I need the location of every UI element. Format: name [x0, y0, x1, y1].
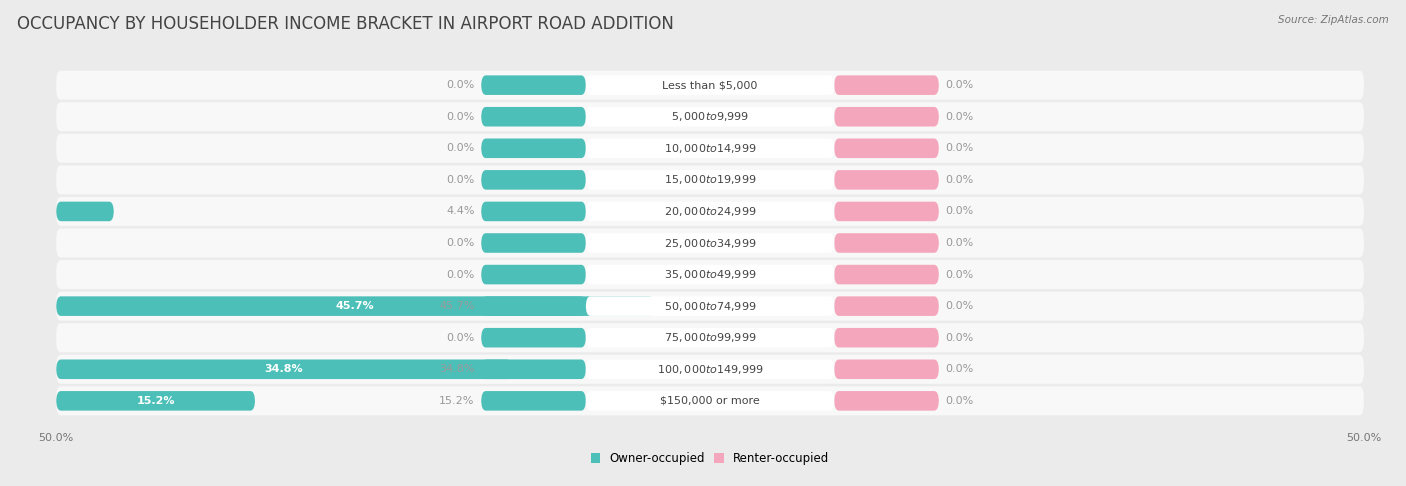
Text: $35,000 to $49,999: $35,000 to $49,999: [664, 268, 756, 281]
Text: 0.0%: 0.0%: [945, 175, 973, 185]
FancyBboxPatch shape: [56, 360, 512, 379]
Text: 34.8%: 34.8%: [264, 364, 304, 374]
Text: $15,000 to $19,999: $15,000 to $19,999: [664, 174, 756, 186]
Text: 0.0%: 0.0%: [945, 364, 973, 374]
FancyBboxPatch shape: [56, 260, 1364, 289]
Text: $50,000 to $74,999: $50,000 to $74,999: [664, 300, 756, 312]
FancyBboxPatch shape: [834, 107, 939, 126]
Text: Less than $5,000: Less than $5,000: [662, 80, 758, 90]
Text: 0.0%: 0.0%: [447, 80, 475, 90]
FancyBboxPatch shape: [586, 139, 834, 158]
FancyBboxPatch shape: [586, 75, 834, 95]
Text: 0.0%: 0.0%: [447, 333, 475, 343]
Text: 0.0%: 0.0%: [447, 270, 475, 279]
Text: 0.0%: 0.0%: [945, 112, 973, 122]
Text: $75,000 to $99,999: $75,000 to $99,999: [664, 331, 756, 344]
FancyBboxPatch shape: [834, 391, 939, 411]
Text: $20,000 to $24,999: $20,000 to $24,999: [664, 205, 756, 218]
Text: 0.0%: 0.0%: [945, 143, 973, 153]
Text: 0.0%: 0.0%: [945, 396, 973, 406]
Text: 0.0%: 0.0%: [945, 333, 973, 343]
FancyBboxPatch shape: [834, 170, 939, 190]
FancyBboxPatch shape: [586, 202, 834, 221]
Text: 0.0%: 0.0%: [447, 143, 475, 153]
FancyBboxPatch shape: [56, 296, 654, 316]
FancyBboxPatch shape: [834, 139, 939, 158]
FancyBboxPatch shape: [481, 202, 586, 221]
FancyBboxPatch shape: [481, 75, 586, 95]
Text: $150,000 or more: $150,000 or more: [661, 396, 759, 406]
Text: $100,000 to $149,999: $100,000 to $149,999: [657, 363, 763, 376]
Text: 0.0%: 0.0%: [945, 80, 973, 90]
Text: 0.0%: 0.0%: [945, 238, 973, 248]
FancyBboxPatch shape: [56, 134, 1364, 163]
Text: 0.0%: 0.0%: [447, 112, 475, 122]
FancyBboxPatch shape: [586, 107, 834, 126]
FancyBboxPatch shape: [586, 360, 834, 379]
FancyBboxPatch shape: [586, 265, 834, 284]
FancyBboxPatch shape: [481, 296, 586, 316]
FancyBboxPatch shape: [56, 197, 1364, 226]
FancyBboxPatch shape: [481, 139, 586, 158]
FancyBboxPatch shape: [586, 328, 834, 347]
FancyBboxPatch shape: [56, 165, 1364, 194]
FancyBboxPatch shape: [56, 355, 1364, 384]
Text: 15.2%: 15.2%: [136, 396, 174, 406]
Text: 0.0%: 0.0%: [945, 270, 973, 279]
Text: $5,000 to $9,999: $5,000 to $9,999: [671, 110, 749, 123]
Text: 4.4%: 4.4%: [446, 207, 475, 216]
FancyBboxPatch shape: [834, 202, 939, 221]
FancyBboxPatch shape: [481, 233, 586, 253]
FancyBboxPatch shape: [586, 170, 834, 190]
FancyBboxPatch shape: [586, 391, 834, 411]
Text: 45.7%: 45.7%: [439, 301, 475, 311]
FancyBboxPatch shape: [56, 102, 1364, 131]
Legend: Owner-occupied, Renter-occupied: Owner-occupied, Renter-occupied: [586, 447, 834, 470]
FancyBboxPatch shape: [56, 391, 254, 411]
FancyBboxPatch shape: [586, 296, 834, 316]
FancyBboxPatch shape: [56, 386, 1364, 416]
Text: 15.2%: 15.2%: [439, 396, 475, 406]
FancyBboxPatch shape: [834, 233, 939, 253]
FancyBboxPatch shape: [586, 233, 834, 253]
FancyBboxPatch shape: [834, 328, 939, 347]
FancyBboxPatch shape: [481, 170, 586, 190]
Text: $10,000 to $14,999: $10,000 to $14,999: [664, 142, 756, 155]
FancyBboxPatch shape: [834, 265, 939, 284]
Text: OCCUPANCY BY HOUSEHOLDER INCOME BRACKET IN AIRPORT ROAD ADDITION: OCCUPANCY BY HOUSEHOLDER INCOME BRACKET …: [17, 15, 673, 33]
FancyBboxPatch shape: [481, 360, 586, 379]
Text: Source: ZipAtlas.com: Source: ZipAtlas.com: [1278, 15, 1389, 25]
Text: 0.0%: 0.0%: [945, 207, 973, 216]
Text: $25,000 to $34,999: $25,000 to $34,999: [664, 237, 756, 249]
Text: 0.0%: 0.0%: [945, 301, 973, 311]
FancyBboxPatch shape: [834, 75, 939, 95]
Text: 0.0%: 0.0%: [447, 238, 475, 248]
FancyBboxPatch shape: [56, 70, 1364, 100]
Text: 45.7%: 45.7%: [336, 301, 374, 311]
FancyBboxPatch shape: [481, 107, 586, 126]
FancyBboxPatch shape: [481, 328, 586, 347]
FancyBboxPatch shape: [56, 202, 114, 221]
FancyBboxPatch shape: [56, 228, 1364, 258]
FancyBboxPatch shape: [481, 391, 586, 411]
FancyBboxPatch shape: [834, 360, 939, 379]
FancyBboxPatch shape: [481, 265, 586, 284]
Text: 34.8%: 34.8%: [439, 364, 475, 374]
FancyBboxPatch shape: [834, 296, 939, 316]
FancyBboxPatch shape: [56, 323, 1364, 352]
FancyBboxPatch shape: [56, 292, 1364, 321]
Text: 0.0%: 0.0%: [447, 175, 475, 185]
